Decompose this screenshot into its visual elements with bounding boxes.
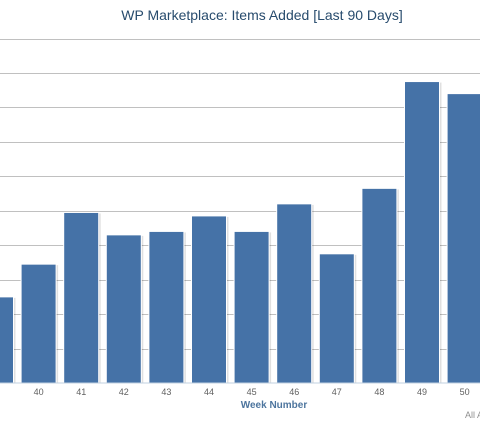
x-tick-label: 44 bbox=[204, 387, 214, 397]
credits-text: All A bbox=[465, 410, 480, 420]
x-tick-label: 43 bbox=[161, 387, 171, 397]
bar-week-49[interactable] bbox=[404, 81, 440, 384]
bar-week-50[interactable] bbox=[446, 93, 480, 384]
bar-week-41[interactable] bbox=[63, 211, 100, 384]
x-tick-label: 47 bbox=[332, 387, 342, 397]
bar-week-46[interactable] bbox=[276, 203, 313, 384]
x-axis-title: Week Number bbox=[241, 400, 308, 411]
bar-week-48[interactable] bbox=[361, 187, 398, 384]
bars bbox=[0, 81, 480, 384]
x-tick-label: 49 bbox=[417, 387, 427, 397]
x-axis-tick-labels: 40 41 42 43 44 45 46 47 48 49 50 bbox=[34, 387, 470, 397]
x-tick-label: 41 bbox=[76, 387, 86, 397]
bar-week-47[interactable] bbox=[318, 253, 355, 384]
x-tick-label: 46 bbox=[289, 387, 299, 397]
bar-week-42[interactable] bbox=[105, 234, 142, 384]
x-tick-label: 50 bbox=[460, 387, 470, 397]
x-tick-label: 42 bbox=[119, 387, 129, 397]
x-tick-label: 40 bbox=[34, 387, 44, 397]
x-tick-label: 48 bbox=[374, 387, 384, 397]
bar-week-39[interactable] bbox=[0, 296, 14, 384]
x-tick-label: 45 bbox=[247, 387, 257, 397]
bar-week-43[interactable] bbox=[148, 230, 185, 384]
bar-week-44[interactable] bbox=[191, 215, 227, 384]
bar-week-40[interactable] bbox=[20, 263, 57, 384]
chart-title: WP Marketplace: Items Added [Last 90 Day… bbox=[121, 7, 402, 23]
bar-week-45[interactable] bbox=[233, 230, 270, 384]
